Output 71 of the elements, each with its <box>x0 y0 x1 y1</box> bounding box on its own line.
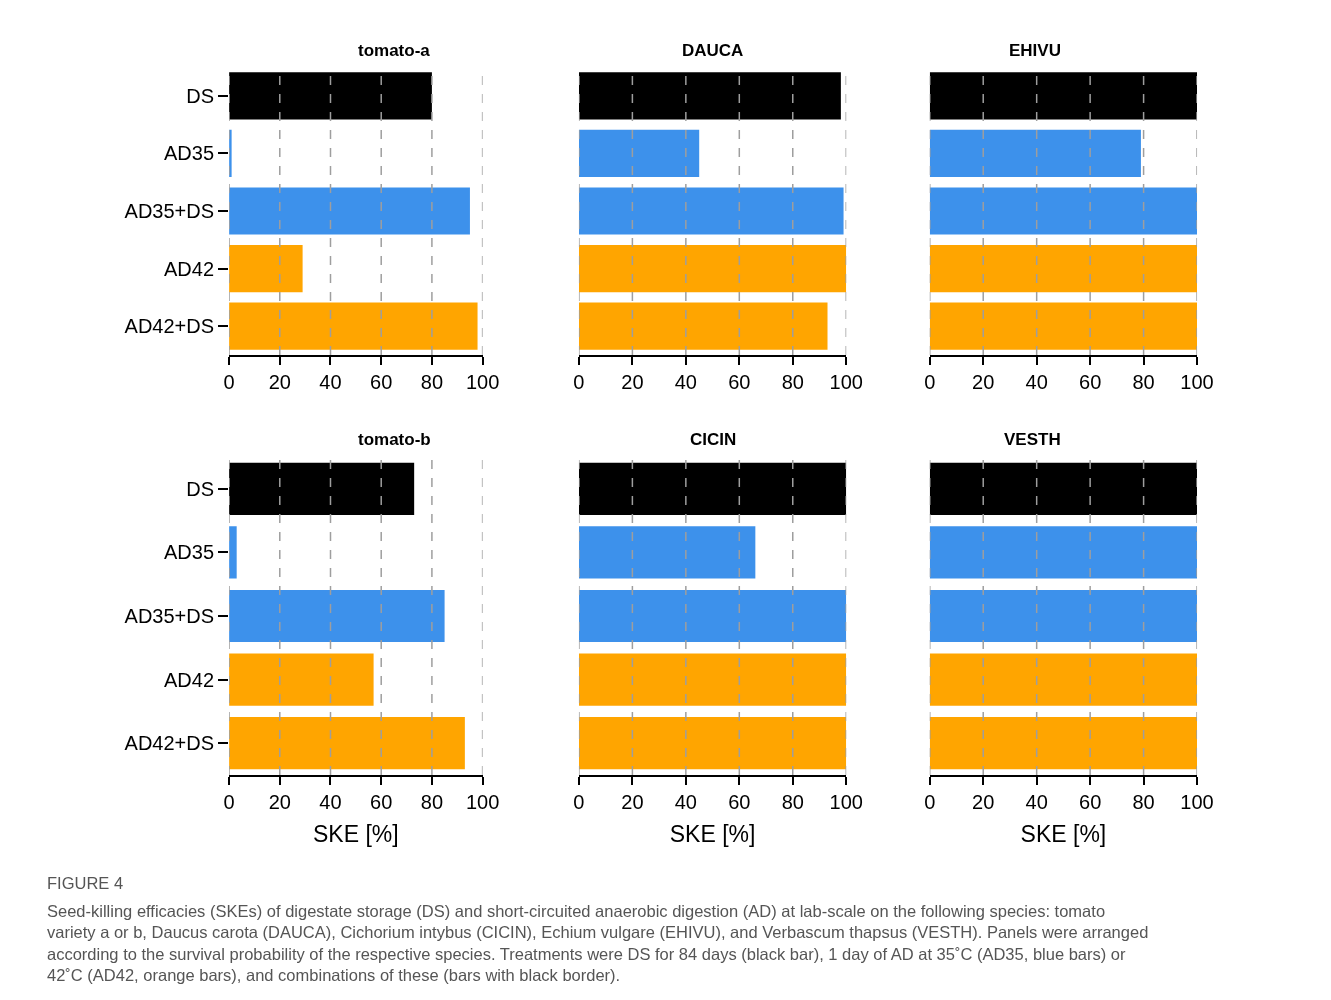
bar <box>578 129 700 178</box>
x-tick-label: 100 <box>465 790 500 813</box>
x-tick-label: 0 <box>924 790 936 813</box>
x-axis-title: SKE [%] <box>1020 820 1107 847</box>
x-tick-label: 100 <box>1180 790 1214 813</box>
y-tick-label: AD35 <box>164 142 215 165</box>
y-tick-label: AD42 <box>164 257 215 280</box>
x-tick-label: 40 <box>674 370 697 393</box>
bar <box>578 244 847 293</box>
bar <box>229 244 303 293</box>
bar <box>229 302 478 350</box>
x-tick-label: 80 <box>420 370 444 393</box>
y-tick-label: DS <box>186 477 215 500</box>
x-tick-label: 80 <box>781 790 804 813</box>
x-tick-label: 100 <box>829 370 863 393</box>
y-tick-label: AD42+DS <box>124 732 215 755</box>
x-tick-label: 80 <box>1132 370 1155 393</box>
chart-title: tomato-a <box>358 41 431 60</box>
x-tick-label: 60 <box>370 790 393 813</box>
y-tick-label: DS <box>186 84 215 107</box>
x-tick-label: 0 <box>573 370 585 393</box>
x-tick-label: 20 <box>621 790 644 813</box>
text: Seed-killing efficacies (SKEs) of digestate storage (DS) and short-circuited anaerobic digestion (AD) at lab-scale on the following species: tomato variety a or b, Daucus carota (DAUCA), Cichorium intybus (CICIN), Echium vulgare (EHIVU), and Verbascum thapsus (VESTH). Panels were arranged according to the survival probability of the respective species. Treatments were DS for 84 days (black bar), 1 day of AD at 35˚C (AD35, blue bars) or 42˚C (AD42, orange bars), and combinations of these (bars with black border). <box>47 902 1149 985</box>
x-tick-label: 40 <box>1025 370 1048 393</box>
bar <box>229 462 415 515</box>
y-tick-label: AD35 <box>164 541 215 564</box>
x-tick-label: 60 <box>728 790 751 813</box>
bar <box>229 72 432 120</box>
x-tick-label: 100 <box>829 790 863 813</box>
x-tick-label: 80 <box>781 370 804 393</box>
x-tick-label: 80 <box>420 790 444 813</box>
bar <box>229 526 237 579</box>
x-axis-title: SKE [%] <box>313 820 399 847</box>
caption: FIGURE 4 <box>47 874 124 892</box>
bar <box>578 302 828 350</box>
x-tick-label: 0 <box>223 370 235 393</box>
x-tick-label: 40 <box>1025 790 1048 813</box>
bar <box>578 72 841 120</box>
x-tick-label: 80 <box>1132 790 1155 813</box>
x-tick-label: 60 <box>728 370 751 393</box>
bar <box>229 589 445 643</box>
x-tick-label: 40 <box>674 790 697 813</box>
x-tick-label: 100 <box>1180 370 1214 393</box>
chart-title: tomato-b <box>358 430 431 449</box>
bar <box>229 653 374 706</box>
chart-title: CICIN <box>690 430 737 449</box>
chart-title: DAUCA <box>682 41 744 60</box>
x-axis-title: SKE [%] <box>669 820 756 847</box>
bar <box>229 187 470 235</box>
x-tick-label: 0 <box>573 790 585 813</box>
x-tick-label: 60 <box>370 370 393 393</box>
bar <box>229 717 465 770</box>
y-tick-label: AD42 <box>164 668 215 691</box>
x-tick-label: 40 <box>319 790 342 813</box>
bar <box>578 187 844 235</box>
x-tick-label: 20 <box>268 790 291 813</box>
x-tick-label: 100 <box>465 370 500 393</box>
x-tick-label: 0 <box>223 790 235 813</box>
x-tick-label: 20 <box>268 370 291 393</box>
y-tick-label: AD35+DS <box>124 605 215 627</box>
x-tick-label: 20 <box>972 790 995 813</box>
x-tick-label: 20 <box>621 370 644 393</box>
x-tick-label: 20 <box>972 370 995 393</box>
chart-title: EHIVU <box>1009 41 1061 60</box>
x-tick-label: 60 <box>1079 370 1102 393</box>
chart-title: VESTH <box>1004 430 1061 449</box>
y-tick-label: AD35+DS <box>124 200 215 222</box>
y-tick-label: AD42+DS <box>124 315 215 338</box>
x-tick-label: 40 <box>319 370 342 393</box>
x-tick-label: 60 <box>1079 790 1102 813</box>
x-tick-label: 0 <box>924 370 936 393</box>
